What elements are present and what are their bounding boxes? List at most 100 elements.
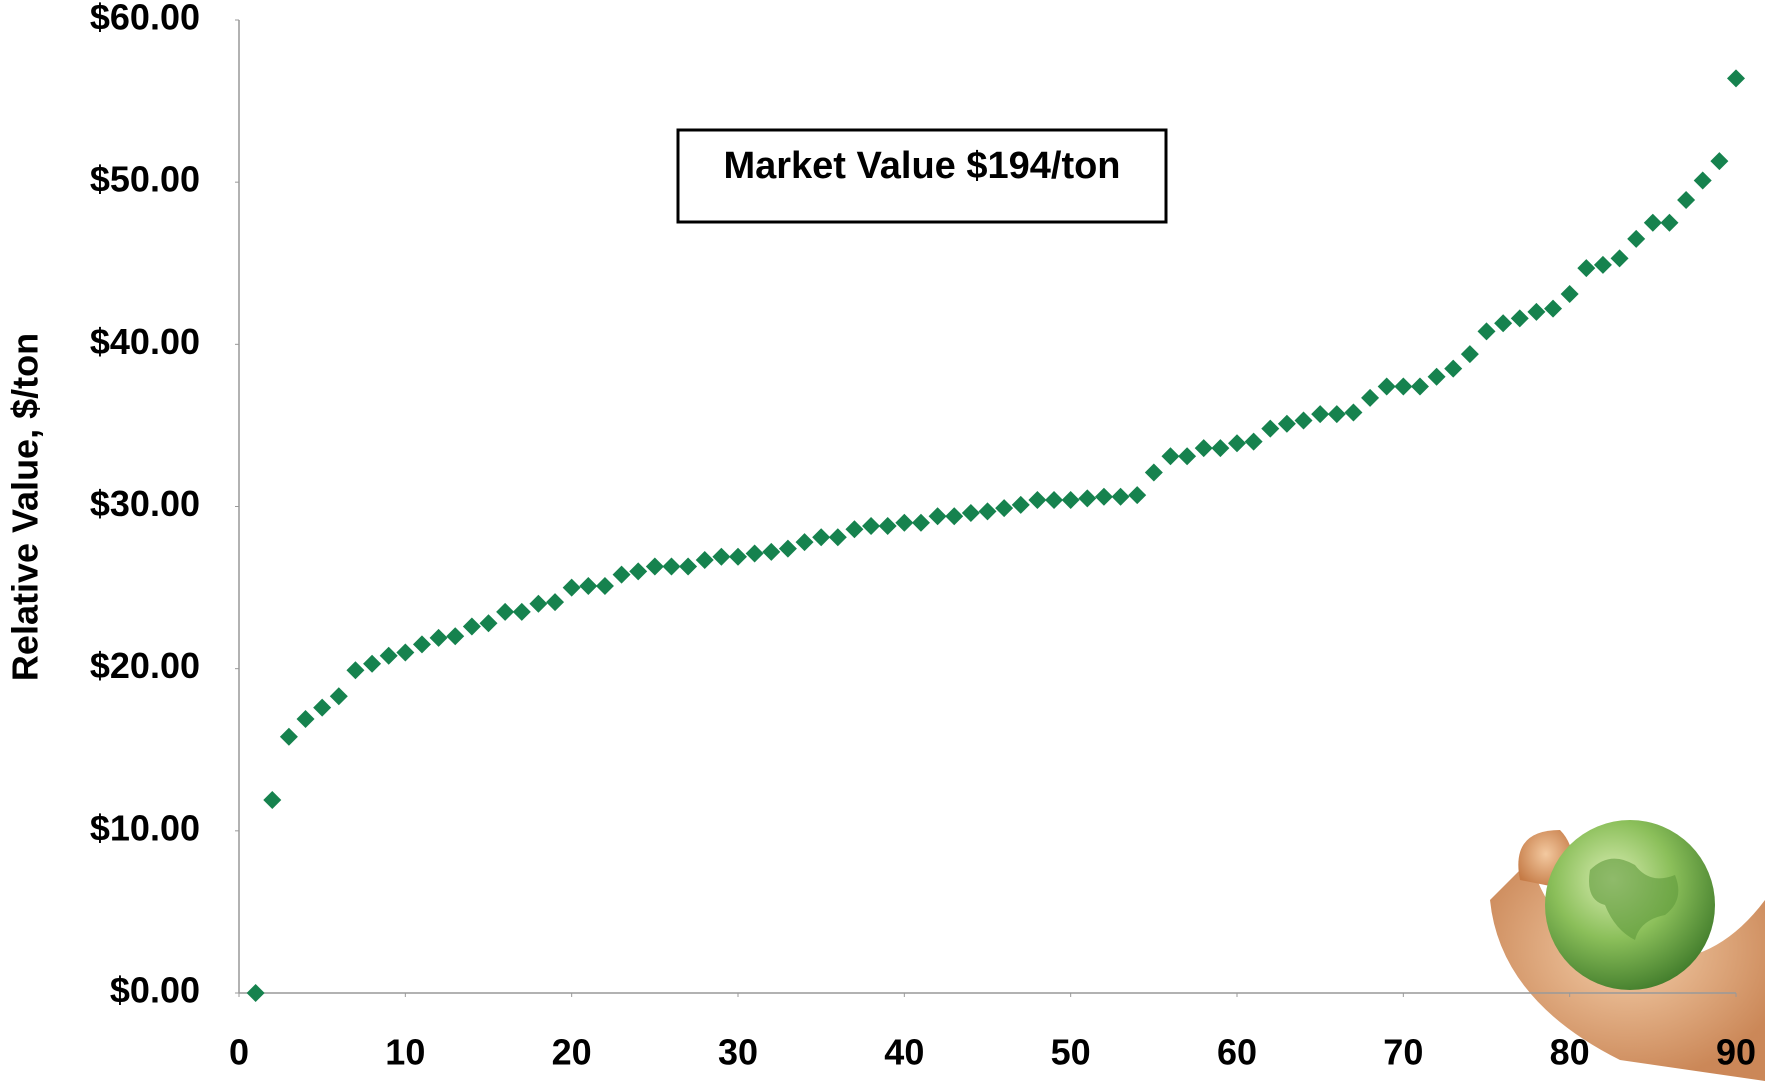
data-point [512, 602, 531, 621]
data-point [263, 791, 282, 810]
data-point [745, 544, 764, 563]
data-point [1427, 367, 1446, 386]
data-point [1577, 259, 1596, 278]
data-point [1643, 213, 1662, 232]
data-point [945, 507, 964, 526]
data-point [862, 516, 881, 535]
data-point [1527, 302, 1546, 321]
data-point [1128, 486, 1147, 505]
data-point [1444, 359, 1463, 378]
data-point [612, 565, 631, 584]
data-point [1277, 414, 1296, 433]
globe-decoration [1490, 820, 1765, 1081]
data-point [1727, 69, 1745, 88]
data-point [928, 507, 947, 526]
data-point [1677, 191, 1696, 210]
data-point [363, 654, 382, 673]
data-point [1361, 388, 1380, 407]
data-point [878, 516, 897, 535]
data-point [1410, 377, 1429, 396]
data-point [329, 687, 348, 706]
data-point [645, 557, 664, 576]
data-point [1494, 314, 1513, 333]
y-tick-label: $50.00 [90, 159, 200, 200]
data-point [1078, 489, 1097, 508]
data-point [1593, 255, 1612, 274]
x-tick-label: 30 [718, 1032, 758, 1073]
data-point [1211, 439, 1230, 458]
data-point [496, 602, 515, 621]
data-point [346, 661, 365, 680]
data-point [1560, 285, 1579, 304]
data-point [629, 562, 648, 581]
data-point [1045, 491, 1064, 510]
data-point [762, 542, 781, 561]
data-point [579, 576, 598, 595]
y-tick-label: $20.00 [90, 645, 200, 686]
data-point [1510, 309, 1529, 328]
data-point [911, 513, 930, 532]
data-point [1194, 439, 1213, 458]
x-tick-label: 40 [884, 1032, 924, 1073]
data-point [729, 547, 747, 566]
annotation-box [676, 128, 1168, 224]
data-point [995, 499, 1014, 518]
x-tick-label: 70 [1383, 1032, 1423, 1073]
data-point [379, 646, 398, 665]
x-tick-label: 10 [385, 1032, 425, 1073]
y-tick-label: $40.00 [90, 321, 200, 362]
data-point [1627, 229, 1646, 248]
y-tick-label: $60.00 [90, 0, 200, 38]
data-point [1544, 299, 1563, 318]
data-point [712, 547, 731, 566]
data-point [246, 984, 265, 1002]
data-point [1094, 487, 1113, 506]
data-point [812, 528, 831, 547]
data-point [1477, 322, 1496, 341]
data-point [1344, 403, 1363, 422]
x-tick-label: 80 [1550, 1032, 1590, 1073]
data-point [562, 578, 581, 597]
data-point [1693, 171, 1712, 190]
data-point [1377, 377, 1396, 396]
data-point [895, 513, 914, 532]
data-point [529, 594, 548, 613]
data-point [695, 551, 714, 570]
data-point [978, 502, 997, 521]
x-tick-label: 90 [1716, 1032, 1756, 1073]
data-point [313, 698, 332, 717]
data-point [296, 709, 315, 728]
data-point [1394, 377, 1413, 396]
data-point [1144, 463, 1163, 482]
data-point [1011, 495, 1030, 514]
data-point [446, 627, 465, 646]
x-tick-label: 20 [552, 1032, 592, 1073]
data-point [679, 557, 698, 576]
data-point [1710, 152, 1729, 171]
y-tick-label: $0.00 [110, 970, 200, 1011]
y-axis-title: Relative Value, $/ton [5, 333, 46, 681]
data-point [546, 593, 565, 612]
data-point [462, 617, 481, 636]
data-point [828, 528, 847, 547]
x-tick-label: 60 [1217, 1032, 1257, 1073]
data-point [795, 533, 814, 552]
data-point [1327, 405, 1346, 424]
data-point [1311, 405, 1330, 424]
data-point [1161, 447, 1180, 466]
data-point [1028, 491, 1047, 510]
y-tick-label: $30.00 [90, 483, 200, 524]
data-point [396, 643, 415, 662]
data-point [479, 614, 498, 633]
x-tick-label: 0 [229, 1032, 249, 1073]
data-point [1111, 487, 1130, 506]
y-tick-label: $10.00 [90, 807, 200, 848]
data-point [1460, 345, 1479, 364]
data-point [961, 503, 980, 522]
data-point [429, 628, 448, 647]
data-point [595, 576, 614, 595]
annotation: Market Value $194/ton [723, 145, 1120, 187]
data-point [1660, 213, 1679, 232]
